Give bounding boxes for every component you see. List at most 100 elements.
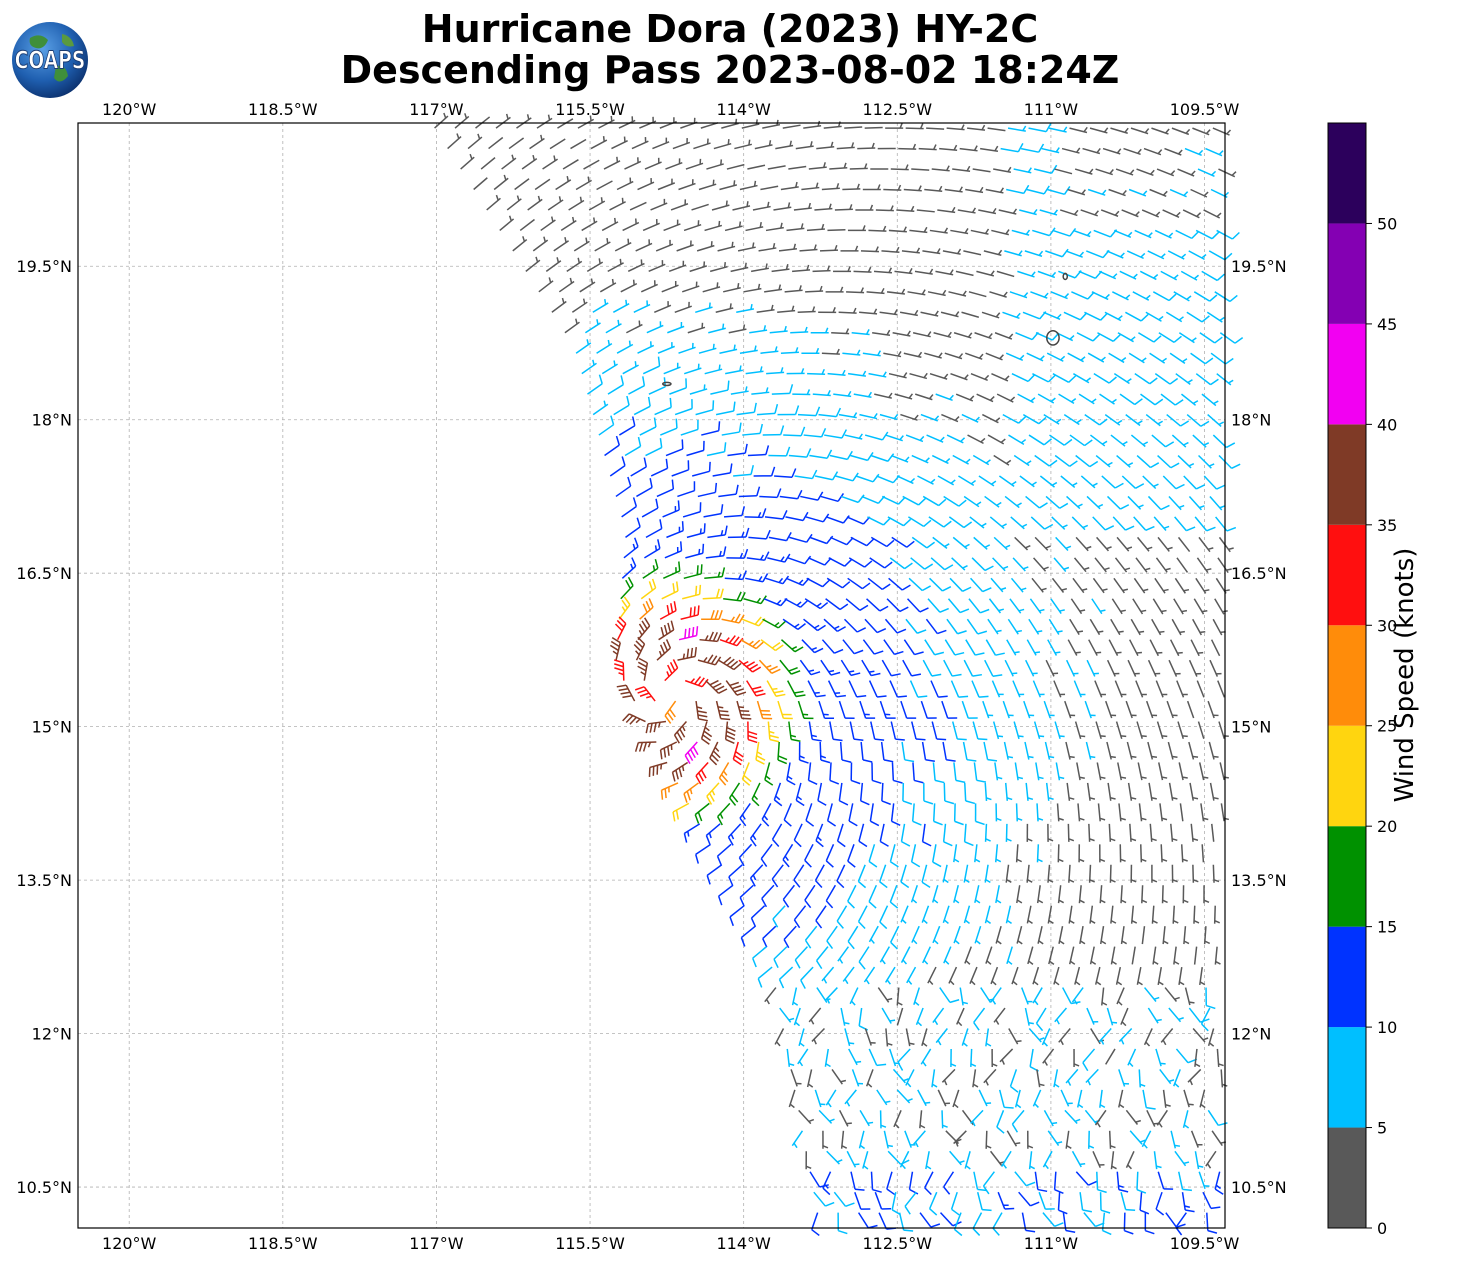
wind-barb <box>1078 885 1085 904</box>
wind-barb <box>1043 1109 1058 1127</box>
wind-barb <box>880 741 894 763</box>
wind-barb <box>905 618 927 634</box>
wind-barb <box>1171 864 1178 883</box>
wind-barb <box>1060 475 1078 489</box>
wind-barb <box>1080 475 1098 489</box>
wind-barb <box>1115 168 1135 176</box>
wind-barb <box>1167 741 1178 760</box>
wind-barb <box>925 1151 932 1170</box>
wind-barb <box>1045 495 1069 509</box>
wind-barb <box>650 198 668 211</box>
wind-barb <box>886 288 906 295</box>
wind-barb <box>1110 618 1124 636</box>
wind-barb <box>719 344 738 354</box>
wind-barb <box>749 864 764 887</box>
wind-barb <box>1046 186 1071 196</box>
wind-barb <box>641 498 659 518</box>
wind-barb <box>972 454 991 466</box>
wind-barb <box>855 204 874 211</box>
wind-barb <box>742 423 764 436</box>
wind-barb <box>827 228 846 232</box>
wind-barb <box>738 843 753 867</box>
wind-barb <box>792 264 811 273</box>
wind-barb <box>1205 147 1224 157</box>
wind-barb <box>1099 270 1118 280</box>
wind-barb <box>657 342 675 354</box>
wind-barb <box>790 1069 802 1087</box>
wind-barb <box>1207 1109 1228 1127</box>
wind-barb <box>683 564 703 580</box>
wind-barb <box>745 366 764 375</box>
wind-barb <box>985 1028 992 1047</box>
colorbar-label: Wind Speed (knots) <box>1390 547 1420 803</box>
wind-barb <box>704 220 723 232</box>
wind-barb <box>1004 782 1013 801</box>
wind-barb <box>1113 577 1129 594</box>
wind-barb <box>762 618 786 629</box>
wind-barb <box>798 741 809 764</box>
wind-barb <box>676 240 694 252</box>
wind-barb <box>1034 1171 1048 1193</box>
wind-barb <box>695 400 715 416</box>
wind-barb <box>1036 844 1043 863</box>
wind-barb <box>717 884 734 906</box>
wind-barb <box>826 803 836 827</box>
wind-barb <box>795 141 814 150</box>
wind-barb <box>1152 291 1177 302</box>
wind-barb <box>1041 147 1060 154</box>
wind-barb <box>835 472 859 482</box>
wind-barb <box>843 618 867 633</box>
wind-barb <box>639 417 657 436</box>
wind-barb <box>1160 270 1179 281</box>
wind-barb <box>645 720 667 734</box>
wind-barb <box>677 481 696 498</box>
wind-barb <box>989 291 1008 298</box>
wind-barb <box>771 823 783 848</box>
wind-barb <box>736 304 755 314</box>
wind-barb <box>1218 721 1229 739</box>
wind-barb <box>959 145 978 152</box>
wind-barb <box>953 1130 967 1147</box>
wind-barb <box>646 321 664 334</box>
wind-barb <box>848 1048 862 1066</box>
wind-barb <box>1180 844 1188 863</box>
wind-barb <box>984 782 992 801</box>
wind-barb <box>785 577 810 587</box>
wind-barb <box>1112 291 1131 301</box>
wind-barb <box>1043 700 1055 719</box>
wind-barb <box>1212 864 1220 883</box>
wind-barb <box>918 144 937 151</box>
wind-barb <box>1084 413 1108 426</box>
wind-barb <box>998 1089 1014 1109</box>
wind-barb <box>989 516 1007 529</box>
wind-barb <box>784 598 808 608</box>
wind-barb <box>862 184 881 191</box>
wind-barb <box>664 659 679 682</box>
wind-barb <box>901 741 915 763</box>
wind-barb <box>935 393 954 402</box>
wind-barb <box>797 1048 809 1067</box>
wind-barb <box>777 305 796 314</box>
wind-barb <box>1002 700 1014 719</box>
wind-barb <box>993 536 1011 551</box>
wind-barb <box>1060 1089 1073 1107</box>
wind-barb <box>791 1130 804 1149</box>
wind-barb <box>891 536 915 548</box>
wind-barb <box>1099 1089 1106 1109</box>
wind-barb <box>1157 454 1180 469</box>
lon-label-top: 120°W <box>102 100 157 119</box>
wind-barb <box>850 1171 865 1191</box>
wind-barb <box>1131 946 1136 965</box>
wind-barb <box>724 721 736 744</box>
lat-label-left: 12°N <box>32 1025 72 1044</box>
wind-barb <box>920 700 937 719</box>
wind-barb <box>883 184 902 191</box>
wind-barb <box>577 115 595 129</box>
wind-barb <box>1088 639 1102 656</box>
wind-barb <box>628 376 646 395</box>
wind-barb <box>730 386 749 395</box>
wind-barb <box>994 762 1003 781</box>
wind-barb <box>1125 1109 1141 1125</box>
wind-barb <box>525 256 541 272</box>
wind-barb <box>637 657 649 681</box>
